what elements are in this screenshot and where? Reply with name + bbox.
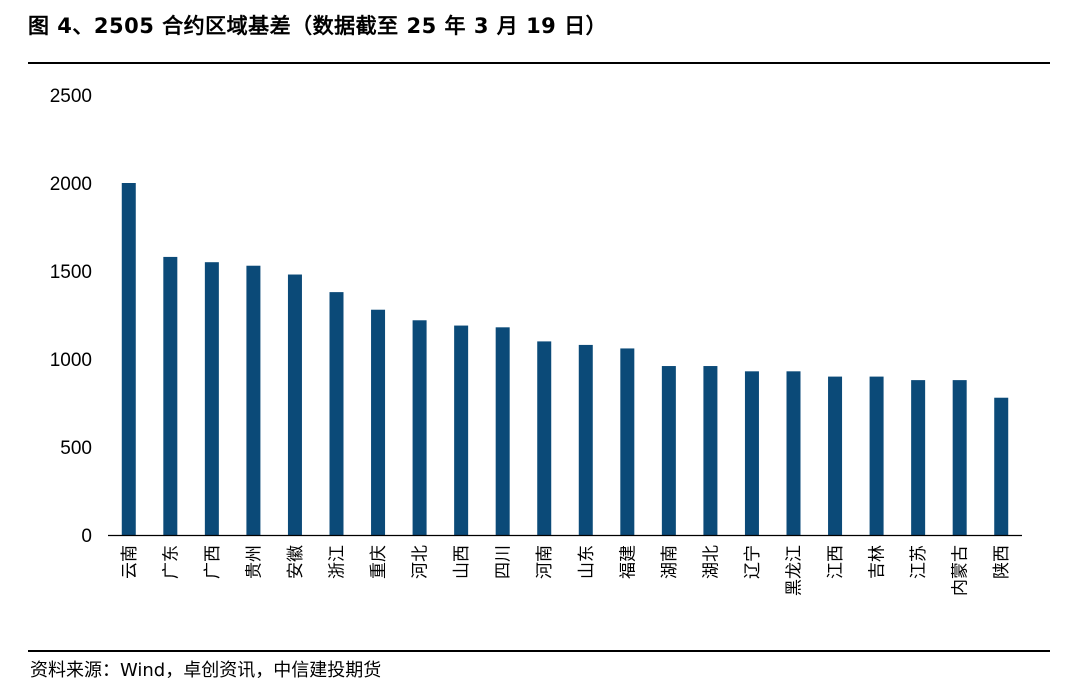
x-tick-label: 湖南 bbox=[660, 545, 680, 579]
y-tick-label: 500 bbox=[60, 438, 92, 459]
x-tick-label: 黑龙江 bbox=[785, 545, 805, 596]
y-tick-label: 2000 bbox=[50, 174, 92, 195]
bar bbox=[620, 348, 635, 535]
x-tick-label: 河南 bbox=[535, 545, 555, 579]
bar bbox=[952, 380, 967, 535]
x-tick-label: 四川 bbox=[494, 545, 514, 579]
bar bbox=[287, 274, 302, 535]
bar bbox=[578, 344, 593, 535]
x-tick-label: 江西 bbox=[826, 545, 846, 579]
bar bbox=[495, 327, 510, 535]
x-tick-label: 浙江 bbox=[328, 545, 348, 579]
x-tick-label: 云南 bbox=[120, 545, 140, 579]
y-axis: 0 500 1000 1500 2000 2500 bbox=[50, 86, 92, 547]
x-tick-label: 辽宁 bbox=[743, 545, 763, 579]
x-tick-label: 山西 bbox=[452, 545, 472, 579]
x-tick-label: 广东 bbox=[161, 545, 181, 579]
x-tick-label: 陕西 bbox=[992, 545, 1012, 579]
bar bbox=[371, 309, 386, 535]
bar bbox=[454, 325, 469, 535]
x-tick-label: 内蒙古 bbox=[951, 545, 971, 596]
x-tick-label: 福建 bbox=[618, 545, 638, 579]
bar bbox=[828, 376, 843, 535]
y-tick-label: 1500 bbox=[50, 262, 92, 283]
x-tick-label: 湖北 bbox=[701, 545, 721, 579]
bar bbox=[204, 262, 219, 535]
x-tick-label: 吉林 bbox=[868, 545, 888, 579]
bar bbox=[744, 371, 759, 535]
bar bbox=[661, 366, 676, 535]
bar bbox=[703, 366, 718, 535]
x-tick-label: 江苏 bbox=[909, 545, 929, 579]
bar bbox=[412, 320, 427, 535]
bar-series bbox=[121, 183, 1009, 535]
bar bbox=[246, 265, 261, 535]
x-tick-label: 河北 bbox=[411, 545, 431, 579]
bar bbox=[911, 380, 926, 535]
x-tick-label: 安徽 bbox=[286, 545, 306, 579]
x-tick-label: 广西 bbox=[203, 545, 223, 579]
source-note: 资料来源：Wind，卓创资讯，中信建投期货 bbox=[30, 660, 382, 681]
bar bbox=[329, 292, 344, 535]
bar-chart: 0 500 1000 1500 2000 2500 云南 广东 广西 贵州 安徽 浙江 重庆 河北 山西四… bbox=[50, 86, 1022, 596]
y-tick-label: 0 bbox=[81, 526, 92, 547]
x-tick-label: 重庆 bbox=[369, 545, 389, 579]
x-axis: 云南 广东 广西 贵州 安徽 浙江 重庆 河北 山西 四川 河南 山东 福建 湖南 湖北 辽宁 黑龙江 江西 吉林江… bbox=[108, 534, 1022, 596]
y-tick-label: 2500 bbox=[50, 86, 92, 107]
figure-title: 图 4、2505 合约区域基差（数据截至 25 年 3 月 19 日） bbox=[28, 14, 608, 38]
bar bbox=[869, 376, 884, 535]
bar bbox=[537, 341, 552, 535]
x-tick-label: 山东 bbox=[577, 545, 597, 579]
footer-divider bbox=[28, 650, 1050, 652]
bar bbox=[786, 371, 801, 535]
title-divider bbox=[28, 62, 1050, 64]
bar bbox=[163, 256, 178, 535]
bar bbox=[121, 183, 136, 535]
bar bbox=[994, 397, 1009, 535]
y-tick-label: 1000 bbox=[50, 350, 92, 371]
x-tick-label: 贵州 bbox=[244, 545, 264, 579]
